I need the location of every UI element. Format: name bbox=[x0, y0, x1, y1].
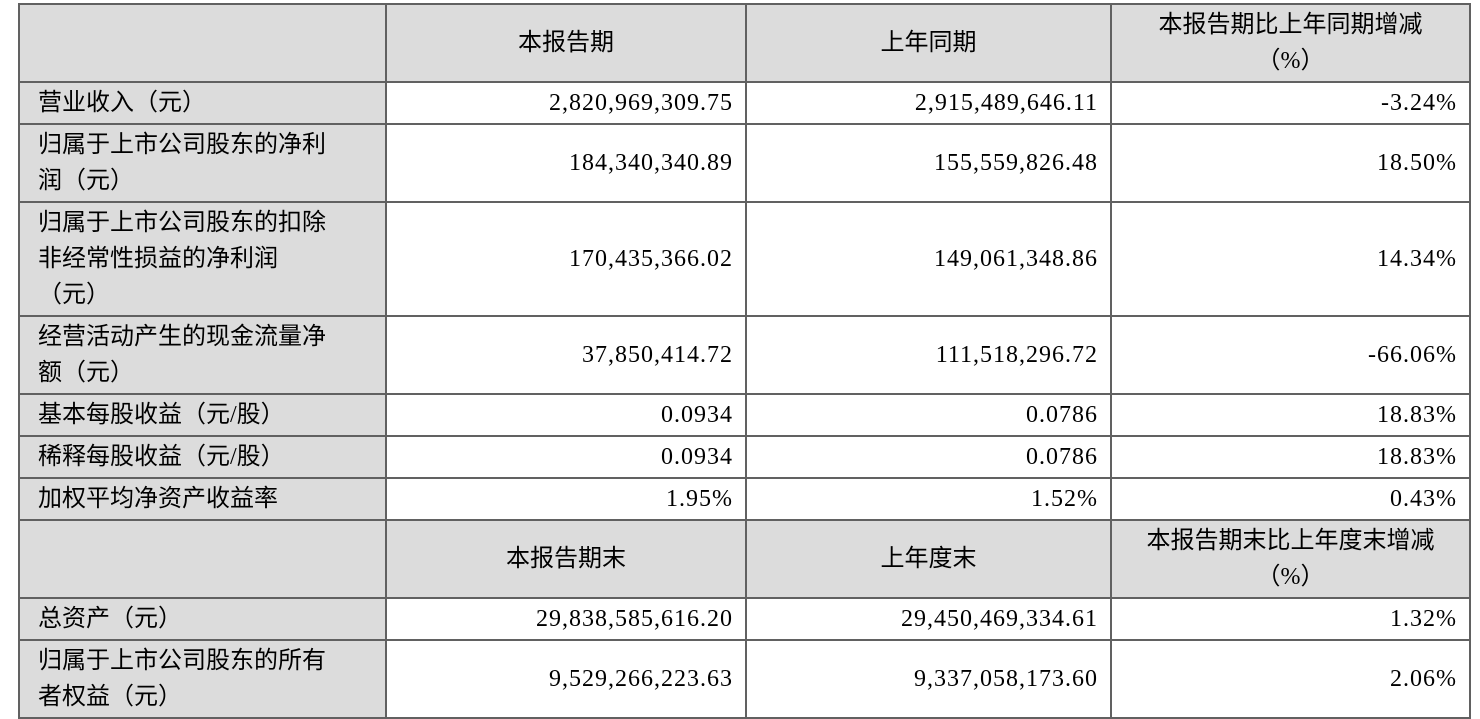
row-label: 归属于上市公司股东的扣除非经常性损益的净利润（元） bbox=[18, 201, 387, 317]
value-change: -66.06% bbox=[1110, 315, 1471, 395]
header-prior-period: 上年同期 bbox=[745, 3, 1112, 83]
value-prior: 111,518,296.72 bbox=[745, 315, 1112, 395]
value-change: 18.83% bbox=[1110, 435, 1471, 479]
table-row-diluted-eps: 稀释每股收益（元/股） 0.0934 0.0786 18.83% bbox=[18, 435, 1471, 479]
table-row-weighted-avg-roe: 加权平均净资产收益率 1.95% 1.52% 0.43% bbox=[18, 477, 1471, 521]
value-current: 184,340,340.89 bbox=[385, 123, 747, 203]
row-label: 归属于上市公司股东的所有者权益（元） bbox=[18, 639, 387, 719]
header-change-line1: 本报告期末比上年度末增减 bbox=[1146, 528, 1435, 554]
row-label: 经营活动产生的现金流量净额（元） bbox=[18, 315, 387, 395]
value-change: 1.32% bbox=[1110, 597, 1471, 641]
table-header-period: 本报告期 上年同期 本报告期比上年同期增减 （%） bbox=[18, 3, 1471, 83]
value-prior: 149,061,348.86 bbox=[745, 201, 1112, 317]
value-current: 37,850,414.72 bbox=[385, 315, 747, 395]
value-prior: 0.0786 bbox=[745, 435, 1112, 479]
header-prior-year-end: 上年度末 bbox=[745, 519, 1112, 599]
table-row-net-profit-excl-nonrecurring: 归属于上市公司股东的扣除非经常性损益的净利润（元） 170,435,366.02… bbox=[18, 201, 1471, 317]
value-prior: 1.52% bbox=[745, 477, 1112, 521]
value-current: 9,529,266,223.63 bbox=[385, 639, 747, 719]
table-header-period-end: 本报告期末 上年度末 本报告期末比上年度末增减 （%） bbox=[18, 519, 1471, 599]
table-row-total-assets: 总资产（元） 29,838,585,616.20 29,450,469,334.… bbox=[18, 597, 1471, 641]
value-current: 29,838,585,616.20 bbox=[385, 597, 747, 641]
header-change-line1: 本报告期比上年同期增减 bbox=[1158, 12, 1423, 38]
header-current-period-end: 本报告期末 bbox=[385, 519, 747, 599]
value-change: 18.83% bbox=[1110, 393, 1471, 437]
value-current: 1.95% bbox=[385, 477, 747, 521]
header-change-line2: （%） bbox=[1256, 564, 1325, 590]
header-change-line2: （%） bbox=[1256, 48, 1325, 74]
row-label: 基本每股收益（元/股） bbox=[18, 393, 387, 437]
table-row-operating-cash-flow: 经营活动产生的现金流量净额（元） 37,850,414.72 111,518,2… bbox=[18, 315, 1471, 395]
value-change: 14.34% bbox=[1110, 201, 1471, 317]
table-row-operating-revenue: 营业收入（元） 2,820,969,309.75 2,915,489,646.1… bbox=[18, 81, 1471, 125]
table-row-net-profit: 归属于上市公司股东的净利润（元） 184,340,340.89 155,559,… bbox=[18, 123, 1471, 203]
value-current: 170,435,366.02 bbox=[385, 201, 747, 317]
row-label: 营业收入（元） bbox=[18, 81, 387, 125]
financial-summary-table: 本报告期 上年同期 本报告期比上年同期增减 （%） 营业收入（元） 2,820,… bbox=[18, 3, 1471, 719]
header-current-period: 本报告期 bbox=[385, 3, 747, 83]
value-prior: 2,915,489,646.11 bbox=[745, 81, 1112, 125]
row-label: 归属于上市公司股东的净利润（元） bbox=[18, 123, 387, 203]
table-row-basic-eps: 基本每股收益（元/股） 0.0934 0.0786 18.83% bbox=[18, 393, 1471, 437]
row-label: 总资产（元） bbox=[18, 597, 387, 641]
header-change-period-end: 本报告期末比上年度末增减 （%） bbox=[1110, 519, 1471, 599]
value-current: 2,820,969,309.75 bbox=[385, 81, 747, 125]
header-corner-cell bbox=[18, 3, 387, 83]
value-current: 0.0934 bbox=[385, 393, 747, 437]
value-change: 18.50% bbox=[1110, 123, 1471, 203]
row-label: 加权平均净资产收益率 bbox=[18, 477, 387, 521]
value-prior: 9,337,058,173.60 bbox=[745, 639, 1112, 719]
value-prior: 29,450,469,334.61 bbox=[745, 597, 1112, 641]
value-prior: 0.0786 bbox=[745, 393, 1112, 437]
table-row-owners-equity: 归属于上市公司股东的所有者权益（元） 9,529,266,223.63 9,33… bbox=[18, 639, 1471, 719]
header-change-period: 本报告期比上年同期增减 （%） bbox=[1110, 3, 1471, 83]
value-current: 0.0934 bbox=[385, 435, 747, 479]
value-change: 0.43% bbox=[1110, 477, 1471, 521]
value-change: 2.06% bbox=[1110, 639, 1471, 719]
value-prior: 155,559,826.48 bbox=[745, 123, 1112, 203]
row-label: 稀释每股收益（元/股） bbox=[18, 435, 387, 479]
header-corner-cell bbox=[18, 519, 387, 599]
value-change: -3.24% bbox=[1110, 81, 1471, 125]
